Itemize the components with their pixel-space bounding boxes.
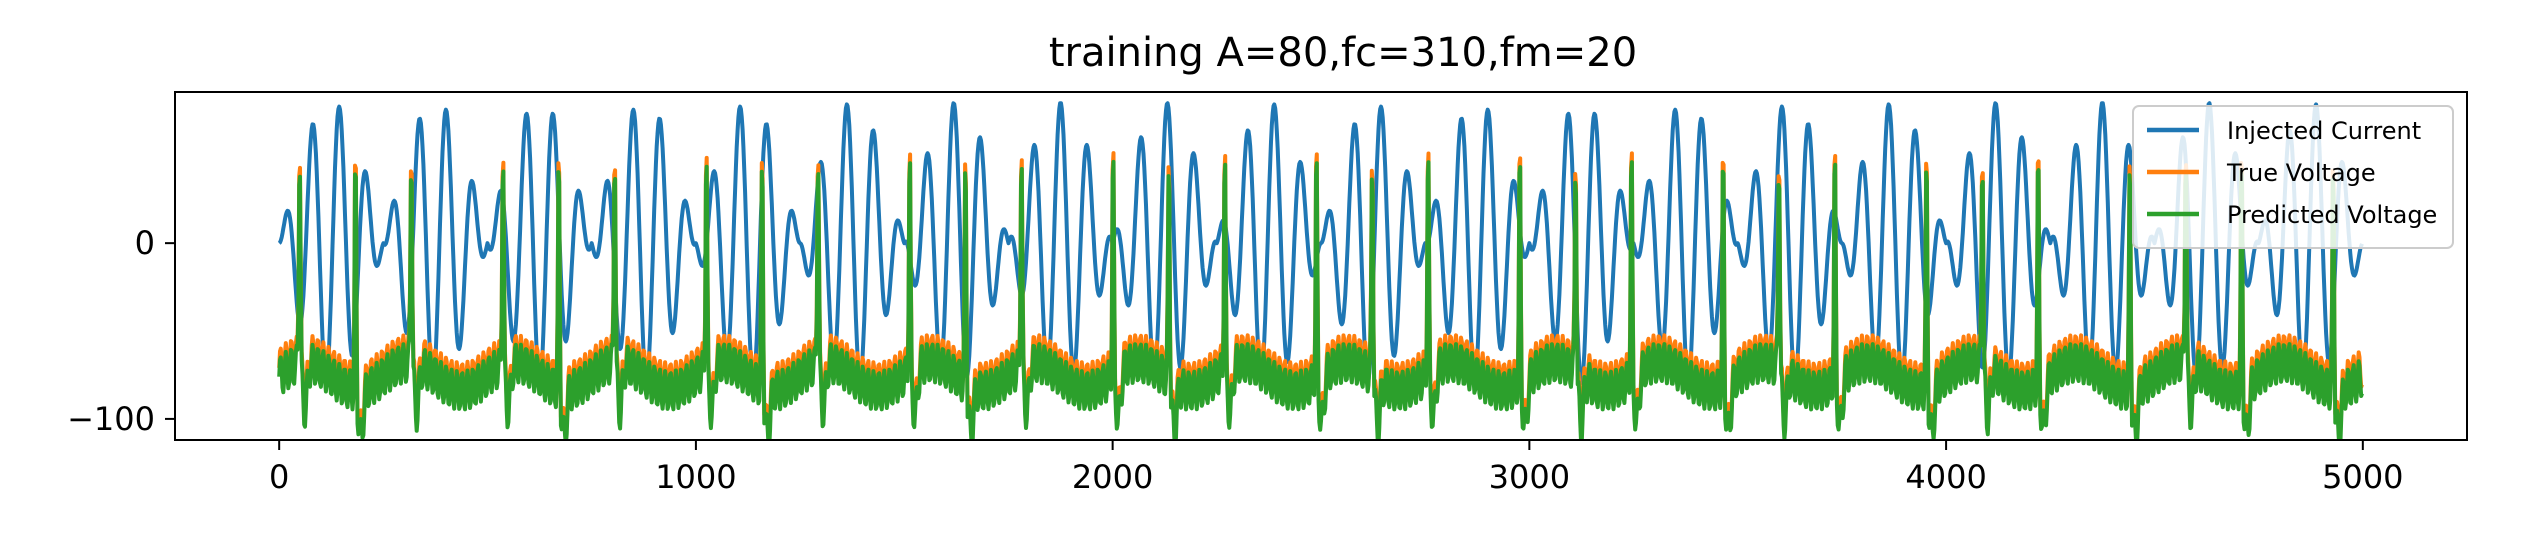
- plot-frame: [174, 91, 2468, 441]
- series-layer: [277, 101, 2364, 440]
- legend-box: [2132, 105, 2454, 249]
- chart-title: training A=80,fc=310,fm=20: [1049, 30, 1637, 76]
- x-tick-label: 4000: [1905, 458, 1986, 496]
- legend-label-true-voltage: True Voltage: [2226, 159, 2376, 187]
- series-injected-current: [277, 101, 2364, 386]
- x-tick-label: 0: [269, 458, 289, 496]
- x-tick-label: 2000: [1072, 458, 1153, 496]
- y-tick-label: −100: [67, 400, 155, 438]
- y-axis: 0 −100: [67, 224, 175, 438]
- x-tick-label: 1000: [655, 458, 736, 496]
- x-tick-label: 3000: [1489, 458, 1570, 496]
- legend: Injected Current True Voltage Predicted …: [2132, 105, 2454, 249]
- x-axis: 0 1000 2000 3000 4000 5000: [269, 440, 2404, 496]
- legend-label-predicted-voltage: Predicted Voltage: [2227, 201, 2437, 229]
- y-tick-label: 0: [135, 224, 155, 262]
- series-predicted-voltage: [277, 159, 2364, 440]
- x-tick-label: 5000: [2322, 458, 2403, 496]
- legend-label-injected-current: Injected Current: [2227, 117, 2421, 145]
